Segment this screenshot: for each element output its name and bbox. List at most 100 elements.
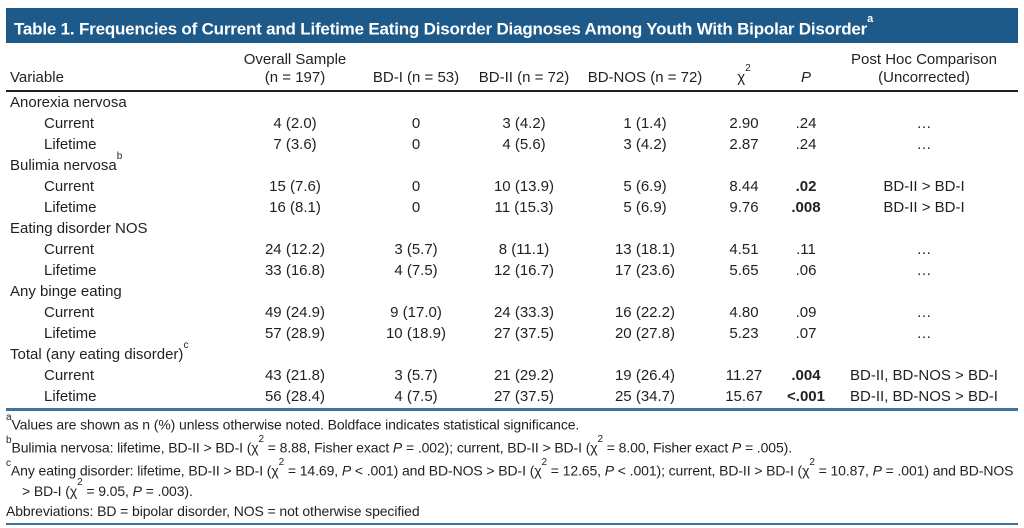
cell-posthoc: BD-II, BD-NOS > BD-I: [850, 367, 998, 384]
row-label: Lifetime: [44, 262, 97, 279]
cell-bdi: 10 (18.9): [385, 325, 447, 342]
data-table: Variable Overall Sample (n = 197) BD-I (…: [6, 43, 1018, 407]
table-row: Lifetime 7 (3.6) 0 4 (5.6) 3 (4.2) 2.87 …: [6, 134, 1018, 155]
cell-bdnos: 5 (6.9): [623, 178, 667, 195]
group-label: Bulimia nervosab: [10, 151, 123, 175]
cell-bdnos: 1 (1.4): [623, 115, 667, 132]
cell-bdi: 3 (5.7): [394, 367, 438, 384]
cell-p-value: .02: [795, 178, 817, 195]
table-row: Current 43 (21.8) 3 (5.7) 21 (29.2) 19 (…: [6, 365, 1018, 386]
cell-bdnos: 13 (18.1): [614, 241, 676, 258]
footnote-line: aValues are shown as n (%) unless otherw…: [6, 411, 580, 433]
cell-bdnos: 16 (22.2): [614, 304, 676, 321]
footnote-marker: a: [6, 411, 12, 423]
cell-overall: 57 (28.9): [264, 325, 326, 342]
cell-bdnos: 5 (6.9): [623, 199, 667, 216]
cell-p-value: .008: [791, 199, 821, 216]
bottom-rule: [6, 522, 1018, 526]
row-label: Lifetime: [44, 136, 97, 153]
cell-p-value: .06: [795, 262, 817, 279]
table-row: Lifetime 16 (8.1) 0 11 (15.3) 5 (6.9) 9.…: [6, 197, 1018, 218]
table-title: Table 1. Frequencies of Current and Life…: [14, 19, 868, 39]
cell-chi-square: 2.90: [729, 115, 759, 132]
cell-bdnos: 25 (34.7): [614, 388, 676, 405]
cell-bdii: 21 (29.2): [493, 367, 555, 384]
table-row: Current 49 (24.9) 9 (17.0) 24 (33.3) 16 …: [6, 302, 1018, 323]
table-row: Lifetime 33 (16.8) 4 (7.5) 12 (16.7) 17 …: [6, 260, 1018, 281]
table-header: Variable Overall Sample (n = 197) BD-I (…: [6, 43, 1018, 92]
cell-chi-square: 5.65: [729, 262, 759, 279]
cell-p-value: .004: [791, 367, 821, 384]
cell-overall: 16 (8.1): [269, 199, 321, 216]
table-row-group: Bulimia nervosab: [6, 151, 1018, 176]
cell-bdii: 24 (33.3): [493, 304, 555, 321]
column-header-bdnos: BD-NOS (n = 72): [584, 43, 706, 92]
table-row: Lifetime 57 (28.9) 10 (18.9) 27 (37.5) 2…: [6, 323, 1018, 344]
table-row-group: Any binge eating: [6, 281, 1018, 302]
cell-posthoc: …: [916, 325, 932, 342]
table-row: Current 24 (12.2) 3 (5.7) 8 (11.1) 13 (1…: [6, 239, 1018, 260]
cell-posthoc: …: [916, 115, 932, 132]
cell-bdii: 12 (16.7): [493, 262, 555, 279]
divider-rule: [6, 408, 1018, 411]
cell-chi-square: 9.76: [729, 199, 759, 216]
group-label: Total (any eating disorder)c: [10, 340, 189, 364]
cell-p-value: .24: [795, 115, 817, 132]
footnotes: aValues are shown as n (%) unless otherw…: [6, 412, 1018, 522]
cell-p-value: .24: [795, 136, 817, 153]
cell-bdi: 3 (5.7): [394, 241, 438, 258]
table-body: Anorexia nervosa Current 4 (2.0) 0 3 (4.…: [6, 91, 1018, 407]
cell-bdnos: 3 (4.2): [623, 136, 667, 153]
cell-p-value: .09: [795, 304, 817, 321]
cell-bdii: 27 (37.5): [493, 325, 555, 342]
cell-posthoc: …: [916, 136, 932, 153]
row-label: Lifetime: [44, 388, 97, 405]
cell-overall: 15 (7.6): [269, 178, 321, 195]
cell-overall: 24 (12.2): [264, 241, 326, 258]
footnote-marker: c: [6, 457, 11, 469]
cell-bdi: 4 (7.5): [394, 388, 438, 405]
footnote-line: Abbreviations: BD = bipolar disorder, NO…: [6, 503, 420, 520]
column-header-variable: Variable: [6, 43, 222, 92]
table-row-group: Anorexia nervosa: [6, 91, 1018, 113]
cell-bdii: 4 (5.6): [502, 136, 546, 153]
group-label: Eating disorder NOS: [10, 220, 148, 237]
cell-chi-square: 11.27: [725, 367, 763, 384]
column-header-bdii: BD-II (n = 72): [464, 43, 584, 92]
row-label: Lifetime: [44, 325, 97, 342]
cell-bdnos: 20 (27.8): [614, 325, 676, 342]
footnote-marker: b: [6, 434, 12, 446]
cell-bdii: 3 (4.2): [502, 115, 546, 132]
cell-bdnos: 19 (26.4): [614, 367, 676, 384]
column-header-posthoc: Post Hoc Comparison (Uncorrected): [830, 43, 1018, 92]
cell-overall: 7 (3.6): [273, 136, 317, 153]
cell-chi-square: 2.87: [729, 136, 759, 153]
cell-overall: 56 (28.4): [264, 388, 326, 405]
cell-chi-square: 4.80: [729, 304, 759, 321]
row-label: Current: [44, 115, 95, 132]
cell-chi-square: 15.67: [725, 388, 763, 405]
cell-posthoc: …: [916, 304, 932, 321]
table-row-group: Eating disorder NOS: [6, 218, 1018, 239]
cell-bdi: 0: [411, 115, 421, 132]
cell-chi-square: 8.44: [729, 178, 759, 195]
cell-posthoc: BD-II, BD-NOS > BD-I: [850, 388, 998, 405]
cell-bdii: 27 (37.5): [493, 388, 555, 405]
row-label: Current: [44, 178, 95, 195]
footnote-line: cAny eating disorder: lifetime, BD-II > …: [6, 456, 1014, 499]
cell-bdii: 10 (13.9): [493, 178, 555, 195]
cell-bdi: 4 (7.5): [394, 262, 438, 279]
cell-overall: 43 (21.8): [264, 367, 326, 384]
cell-bdnos: 17 (23.6): [614, 262, 676, 279]
column-header-bdi: BD-I (n = 53): [368, 43, 464, 92]
cell-chi-square: 4.51: [729, 241, 759, 258]
cell-overall: 4 (2.0): [273, 115, 317, 132]
table-row-group: Total (any eating disorder)c: [6, 340, 1018, 365]
row-label: Current: [44, 241, 95, 258]
cell-p-value: .11: [796, 241, 816, 258]
table-row: Current 4 (2.0) 0 3 (4.2) 1 (1.4) 2.90 .…: [6, 113, 1018, 134]
column-header-p-value: P: [782, 43, 830, 92]
cell-bdi: 0: [411, 178, 421, 195]
cell-p-value: .07: [795, 325, 817, 342]
